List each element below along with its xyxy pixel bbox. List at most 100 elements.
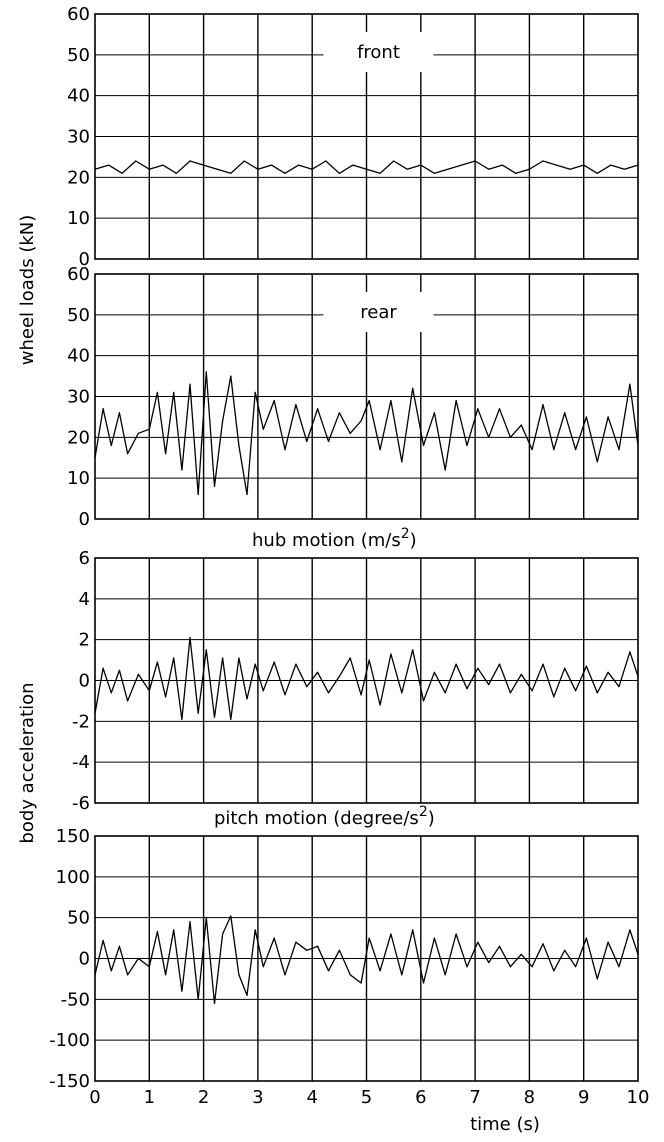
data-point [110,444,112,447]
data-point [618,686,620,688]
data-point [295,663,297,665]
x-tick-label: 8 [524,1087,535,1108]
data-point [455,663,457,665]
data-point [515,172,517,174]
data-point [574,448,577,451]
annotation-backdrop [323,292,434,332]
data-point [121,172,123,174]
panel-rear: 0 10 20 30 40 50 60 rear [67,264,639,530]
data-point [629,383,631,385]
annotation-backdrop [323,32,434,72]
plot-frame [94,557,639,804]
data-point [509,966,511,968]
data-point [173,391,175,394]
data-point [420,164,422,166]
data-point [390,933,392,935]
data-point [352,164,354,166]
y-axis-label-wheel-loads: wheel loads (kN) [17,215,38,366]
data-point [553,448,555,451]
data-point [295,941,297,943]
y-tick-label: -50 [61,989,90,1010]
data-point [618,448,620,451]
hub-motion-title: hub motion (m/s2) [252,526,417,551]
y-tick-label: -2 [72,711,90,732]
data-point [118,412,121,414]
x-axis-label: time (s) [470,1114,540,1135]
data-point [433,671,435,673]
data-point [498,945,501,947]
data-point [102,667,104,669]
y-tick-label: 40 [67,86,90,107]
data-point [327,692,330,694]
data-point [564,412,566,414]
y-tick-label: 100 [56,867,90,888]
data-point [488,436,490,438]
data-point [110,970,112,972]
data-point [444,469,446,471]
data-point [102,408,104,410]
data-point [164,696,167,698]
data-point [213,485,216,487]
data-point [596,461,598,463]
data-point [107,164,110,166]
data-point [238,974,240,976]
data-point [488,683,490,686]
data-point [498,408,501,410]
data-point [262,690,264,692]
data-point [422,982,425,984]
y-tick-label: -4 [72,752,90,773]
data-point [181,469,183,471]
data-point [148,168,150,170]
data-point [338,412,340,414]
data-point [238,657,240,659]
y-tick-label: 10 [67,208,90,229]
data-point [509,692,511,694]
data-point [585,416,588,418]
data-point [295,404,297,406]
y-tick-label: 0 [79,249,90,270]
data-point [488,961,490,964]
x-tick-label: 2 [198,1087,209,1108]
data-point [135,160,137,162]
data-point [583,164,585,166]
data-point [284,172,286,174]
y-tick-label: 20 [67,427,90,448]
y-tick-label: 0 [79,671,90,692]
data-point [273,937,275,939]
data-point [520,953,522,956]
data-point [501,164,503,166]
data-point [230,915,232,917]
data-point [306,686,308,688]
y-tick-label: -100 [49,1030,90,1051]
y-tick-label: 60 [67,264,90,285]
data-point [412,929,414,931]
data-point [474,160,476,162]
data-point [477,941,479,943]
data-point [148,428,150,430]
y-tick-label: 20 [67,167,90,188]
data-point [368,399,370,402]
series-line-pitch [94,915,639,1005]
y-axis-label-body-acceleration: body acceleration [17,682,38,843]
data-point [189,160,191,162]
data-point [197,493,199,496]
data-point [422,700,425,702]
y-tick-label: 0 [79,949,90,970]
data-point [610,164,612,166]
data-point [175,172,178,174]
data-point [254,929,256,931]
data-point [205,371,207,373]
data-point [466,444,468,447]
data-point [596,172,598,174]
data-point [569,168,571,170]
data-point [126,700,129,702]
x-tick-label: 9 [578,1087,589,1108]
data-point [444,692,446,694]
data-point [137,673,140,675]
y-tick-label: 10 [67,468,90,489]
data-point [564,949,566,951]
data-point [349,432,351,434]
data-point [222,933,224,935]
data-point [254,663,256,665]
